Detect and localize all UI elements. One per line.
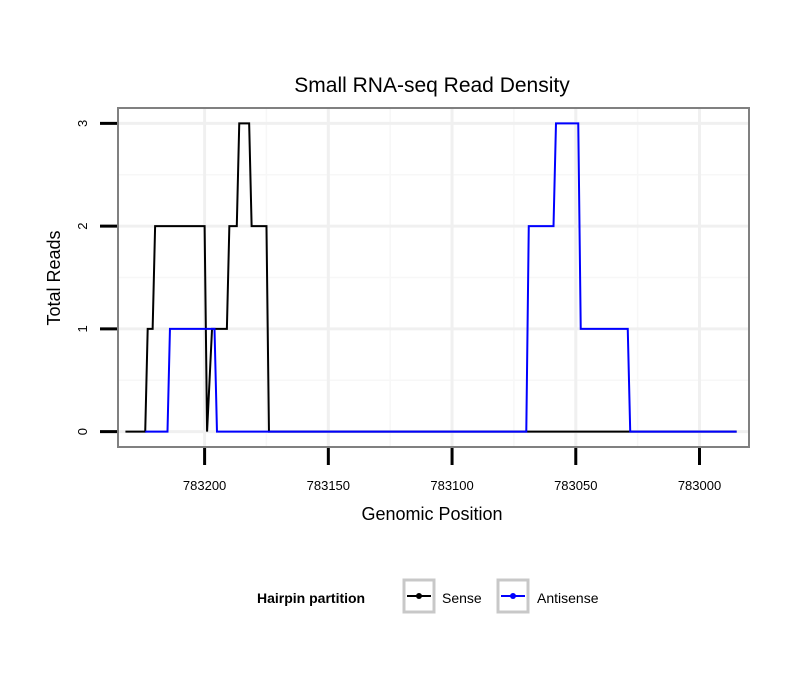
legend-antisense-point [510,593,516,599]
x-tick-label: 783200 [183,478,226,493]
legend-title: Hairpin partition [257,590,365,606]
x-tick-label: 783050 [554,478,597,493]
chart-title: Small RNA-seq Read Density [294,74,570,97]
y-tick-label: 2 [75,223,90,230]
legend-label-sense: Sense [442,590,482,606]
series-layer [125,122,737,433]
plot-border [117,107,750,448]
series-line-sense [125,122,737,433]
series-line-antisense [145,122,737,433]
grid-lines [118,108,749,447]
x-tick-label: 783100 [430,478,473,493]
legend-label-antisense: Antisense [537,590,599,606]
y-tick-label: 1 [75,325,90,332]
legend: Hairpin partition Sense Antisense [257,578,599,614]
plot-panel [117,107,750,448]
x-axis: 783200 783150 783100 783050 783000 [183,448,721,493]
x-tick-label: 783000 [678,478,721,493]
y-tick-label: 3 [75,120,90,127]
y-axis: 0 1 2 3 [75,120,117,435]
y-axis-title: Total Reads [44,230,64,325]
x-tick-label: 783150 [307,478,350,493]
x-axis-title: Genomic Position [361,504,502,524]
legend-sense-point [416,593,422,599]
y-tick-label: 0 [75,428,90,435]
